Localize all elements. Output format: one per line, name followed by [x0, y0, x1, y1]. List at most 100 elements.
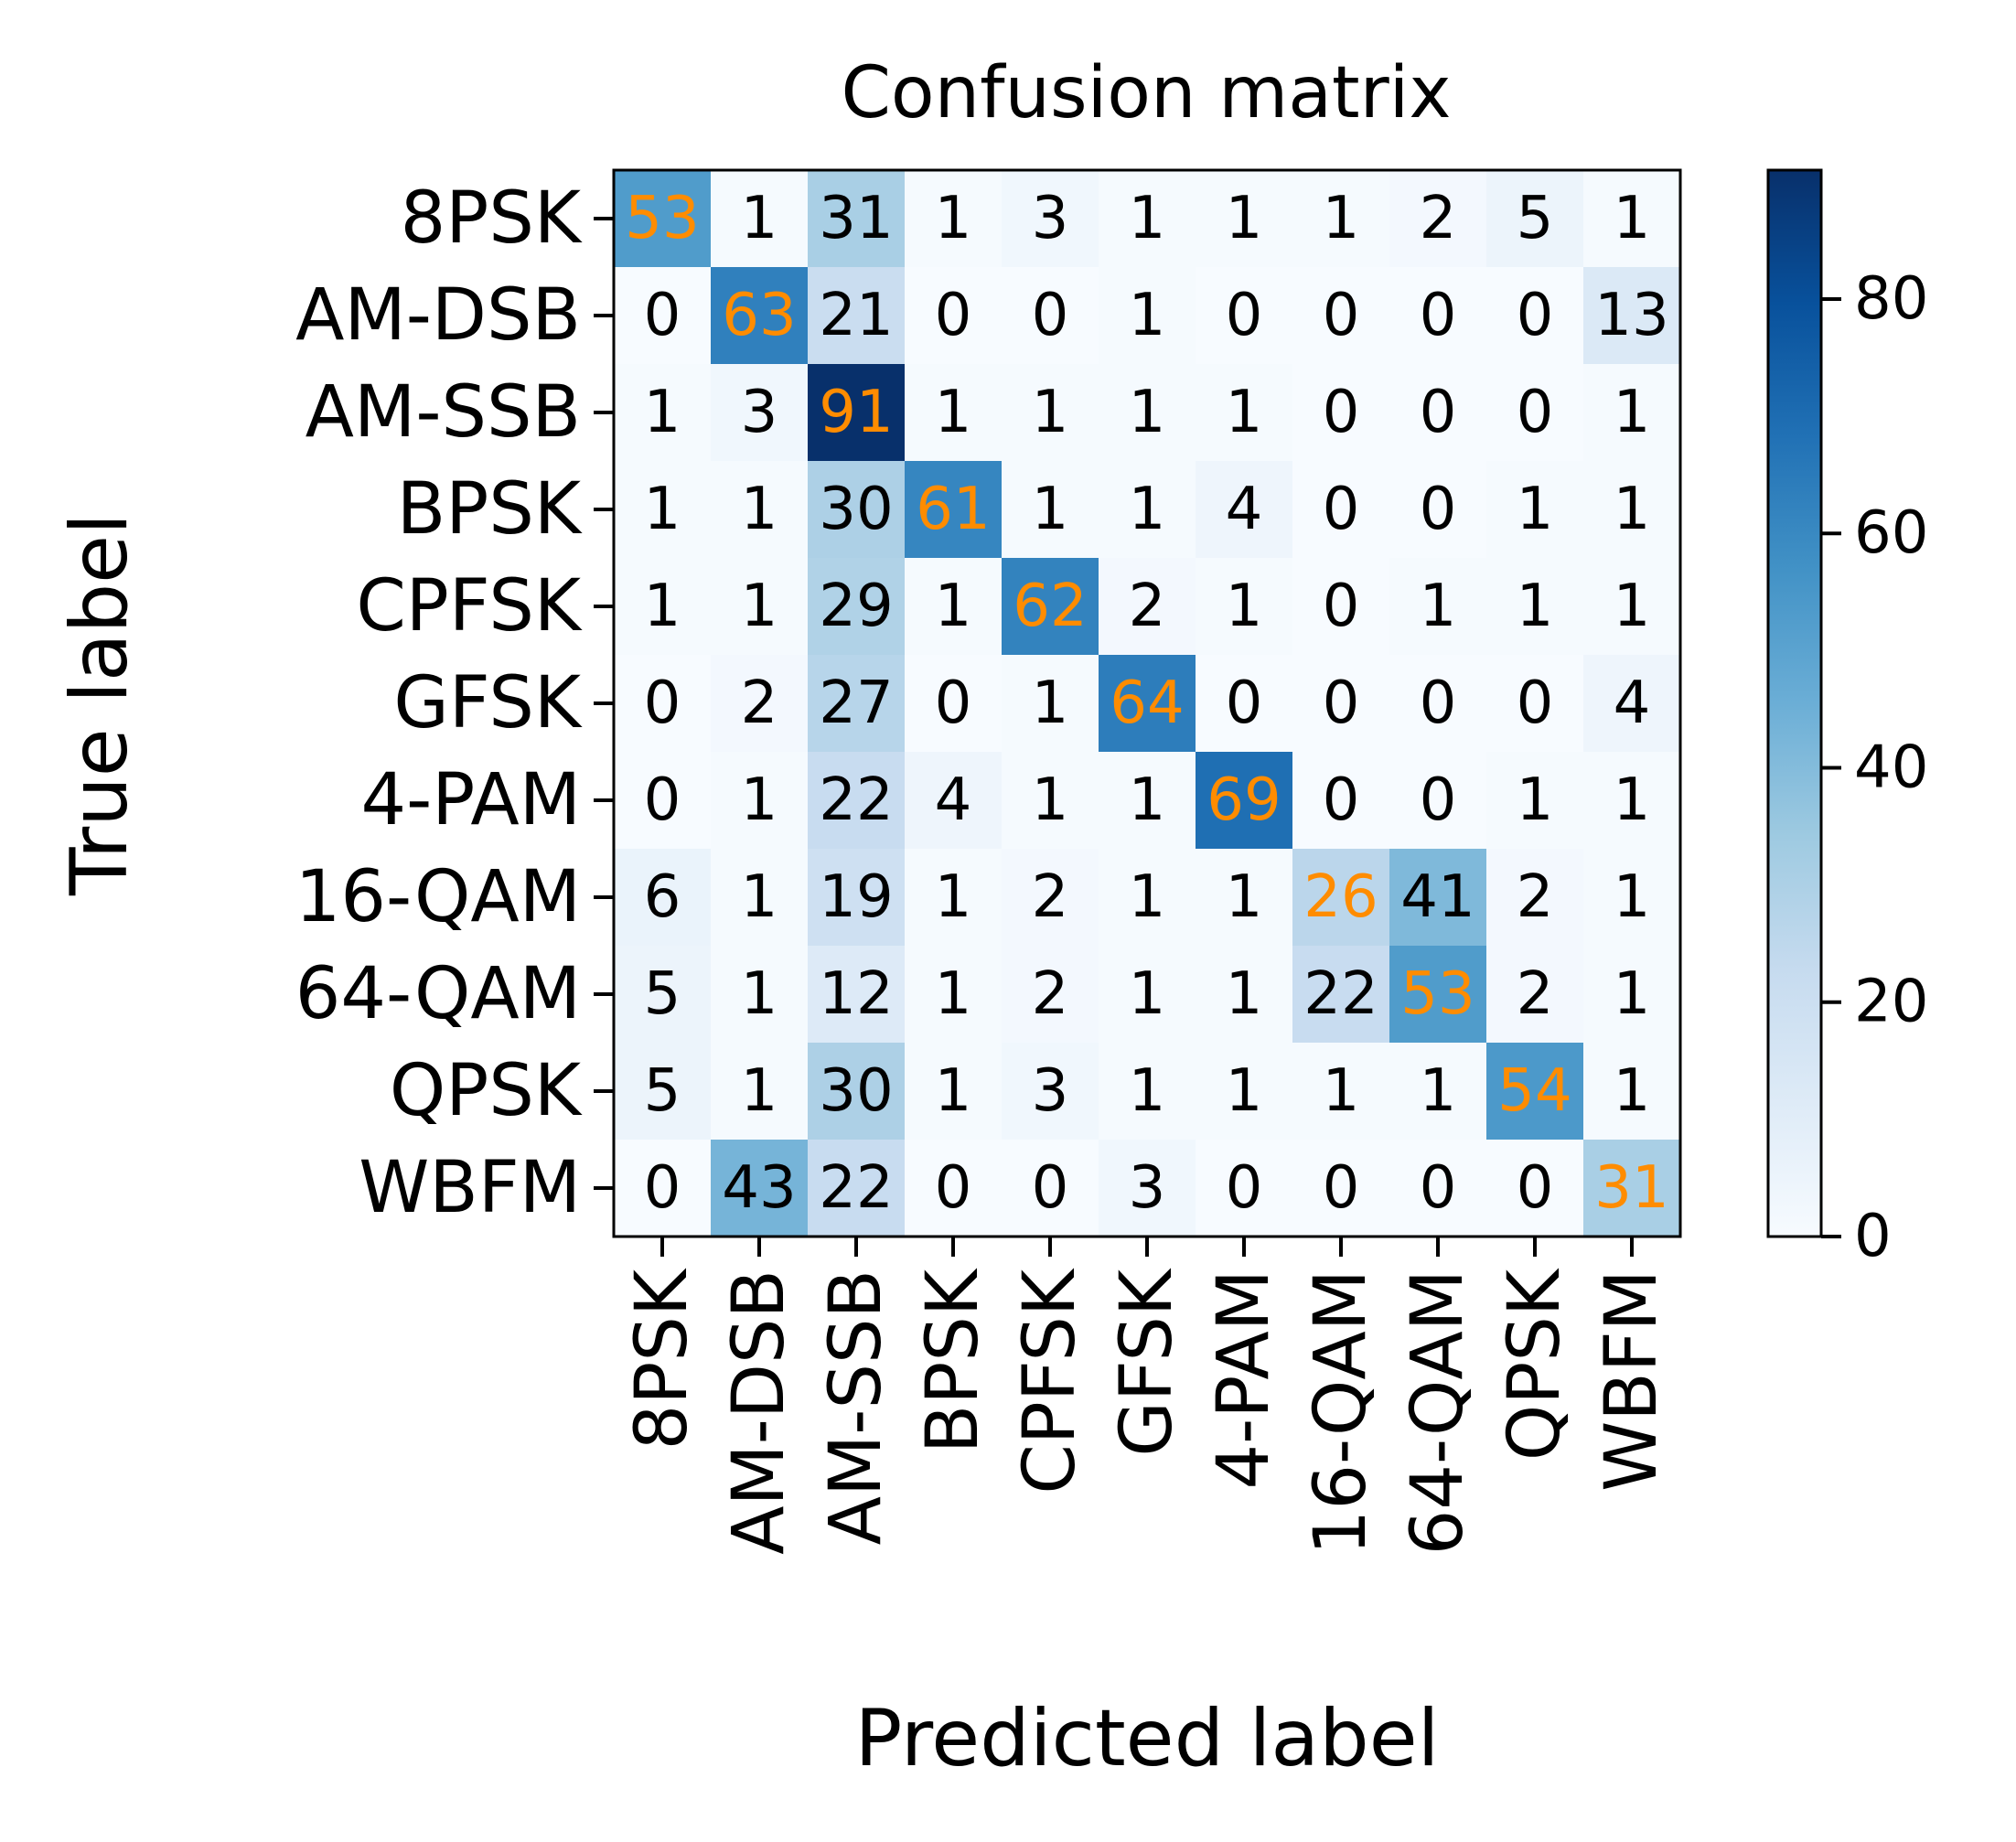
heatmap-cell — [1002, 461, 1099, 559]
cell-value-label: 1 — [1614, 476, 1651, 543]
heatmap-cell — [808, 849, 906, 947]
cell-value-label: 0 — [1323, 282, 1360, 349]
cell-value-label: 0 — [1420, 379, 1457, 446]
heatmap-cell — [905, 946, 1003, 1044]
heatmap-cell — [808, 1043, 906, 1141]
cell-value-label: 1 — [1129, 282, 1166, 349]
cell-value-label: 1 — [1129, 1057, 1166, 1125]
x-tick-label: 16-QAM — [1300, 1269, 1382, 1555]
heatmap-cell — [905, 170, 1003, 268]
x-tick-label: BPSK — [912, 1268, 994, 1453]
heatmap-cell — [1196, 558, 1293, 656]
cell-value-label: 1 — [1517, 476, 1554, 543]
heatmap-cell — [1389, 1043, 1487, 1141]
cell-value-label: 1 — [1226, 1057, 1263, 1125]
heatmap-cell — [1002, 1140, 1099, 1237]
heatmap-cell — [1099, 849, 1196, 947]
heatmap-cell — [905, 267, 1003, 365]
heatmap-cells — [614, 170, 1681, 1237]
heatmap-cell — [1486, 170, 1584, 268]
x-axis-ticks: 8PSK AM-DSB AM-SSB BPSK CPFSK GFSK 4-PAM 16-QAM… — [621, 1237, 1673, 1555]
heatmap-cell — [1002, 364, 1099, 462]
y-tick-label: QPSK — [390, 1050, 583, 1132]
colorbar-tick-label: 20 — [1854, 969, 1928, 1036]
heatmap-cell — [1486, 1043, 1584, 1141]
cell-value-label: 2 — [1129, 573, 1166, 640]
heatmap-cell — [905, 461, 1003, 559]
heatmap-cell — [614, 170, 712, 268]
colorbar-tick-label: 0 — [1854, 1203, 1892, 1270]
heatmap-cell — [711, 1043, 809, 1141]
cell-value-label: 1 — [935, 960, 972, 1028]
cell-value-label: 2 — [1032, 960, 1069, 1028]
heatmap-cell — [614, 655, 712, 753]
heatmap-cell — [1486, 364, 1584, 462]
heatmap-cell — [614, 364, 712, 462]
cell-value-label: 1 — [1517, 766, 1554, 834]
heatmap-cell — [1002, 946, 1099, 1044]
heatmap-cell — [1486, 1140, 1584, 1237]
cell-value-label: 62 — [1013, 573, 1087, 640]
heatmap-cell — [1099, 558, 1196, 656]
cell-value-label: 31 — [819, 185, 893, 252]
cell-value-label: 53 — [1400, 960, 1474, 1028]
y-axis-ticks: 8PSK AM-DSB AM-SSB BPSK CPFSK GFSK 4-PAM 16-QAM… — [295, 177, 614, 1229]
heatmap-cell — [1196, 752, 1293, 850]
cell-value-label: 1 — [741, 185, 778, 252]
heatmap-cell — [1583, 849, 1681, 947]
cell-value-label: 1 — [1032, 766, 1069, 834]
cell-value-label: 0 — [644, 669, 681, 737]
x-tick-label: 64-QAM — [1397, 1269, 1479, 1555]
cell-value-label: 0 — [1323, 669, 1360, 737]
chart-title: Confusion matrix — [841, 52, 1451, 134]
heatmap-cell — [808, 461, 906, 559]
cell-value-label: 1 — [1129, 863, 1166, 931]
heatmap-cell — [1583, 752, 1681, 850]
y-tick-label: GFSK — [393, 662, 582, 744]
y-tick-label: CPFSK — [356, 565, 583, 648]
cell-value-label: 0 — [1226, 282, 1263, 349]
heatmap-cell — [905, 1140, 1003, 1237]
cell-value-label: 1 — [1614, 863, 1651, 931]
x-tick-label: AM-SSB — [815, 1269, 897, 1545]
x-tick-label: 4-PAM — [1203, 1269, 1285, 1489]
heatmap-cell — [1389, 267, 1487, 365]
heatmap-cell — [1196, 1140, 1293, 1237]
cell-value-label: 1 — [1032, 379, 1069, 446]
heatmap-cell — [1389, 655, 1487, 753]
heatmap-cell — [1196, 364, 1293, 462]
cell-value-label: 1 — [1032, 669, 1069, 737]
heatmap-cell — [711, 946, 809, 1044]
cell-value-label: 1 — [1420, 573, 1457, 640]
y-tick-label: AM-DSB — [295, 274, 581, 357]
heatmap-cell — [905, 655, 1003, 753]
heatmap-cell — [711, 267, 809, 365]
cell-value-label: 1 — [1614, 766, 1651, 834]
cell-value-label: 3 — [1129, 1154, 1166, 1222]
y-tick-label: 16-QAM — [295, 856, 581, 938]
colorbar-tick-label: 80 — [1854, 265, 1928, 333]
y-tick-label: WBFM — [359, 1147, 581, 1229]
cell-value-label: 4 — [1226, 476, 1263, 543]
heatmap-cell-labels: 53 1 31 1 3 1 1 1 2 5 10 63 21 0 0 1 0 0 0 0 131 3 91 1 1 1 1 0 0 0 11… — [625, 185, 1668, 1222]
cell-value-label: 1 — [935, 863, 972, 931]
heatmap-cell — [1292, 1043, 1390, 1141]
heatmap-cell — [1099, 364, 1196, 462]
heatmap-cell — [1196, 849, 1293, 947]
cell-value-label: 1 — [741, 573, 778, 640]
cell-value-label: 1 — [1614, 1057, 1651, 1125]
heatmap-cell — [1002, 655, 1099, 753]
heatmap-cell — [1486, 752, 1584, 850]
heatmap-cell — [808, 267, 906, 365]
cell-value-label: 1 — [1032, 476, 1069, 543]
heatmap-cell — [1486, 267, 1584, 365]
cell-value-label: 91 — [819, 379, 893, 446]
cell-value-label: 2 — [741, 669, 778, 737]
heatmap-cell — [1292, 946, 1390, 1044]
cell-value-label: 0 — [1420, 1154, 1457, 1222]
heatmap-cell — [1002, 1043, 1099, 1141]
cell-value-label: 27 — [819, 669, 893, 737]
x-tick-label: 8PSK — [621, 1268, 703, 1450]
